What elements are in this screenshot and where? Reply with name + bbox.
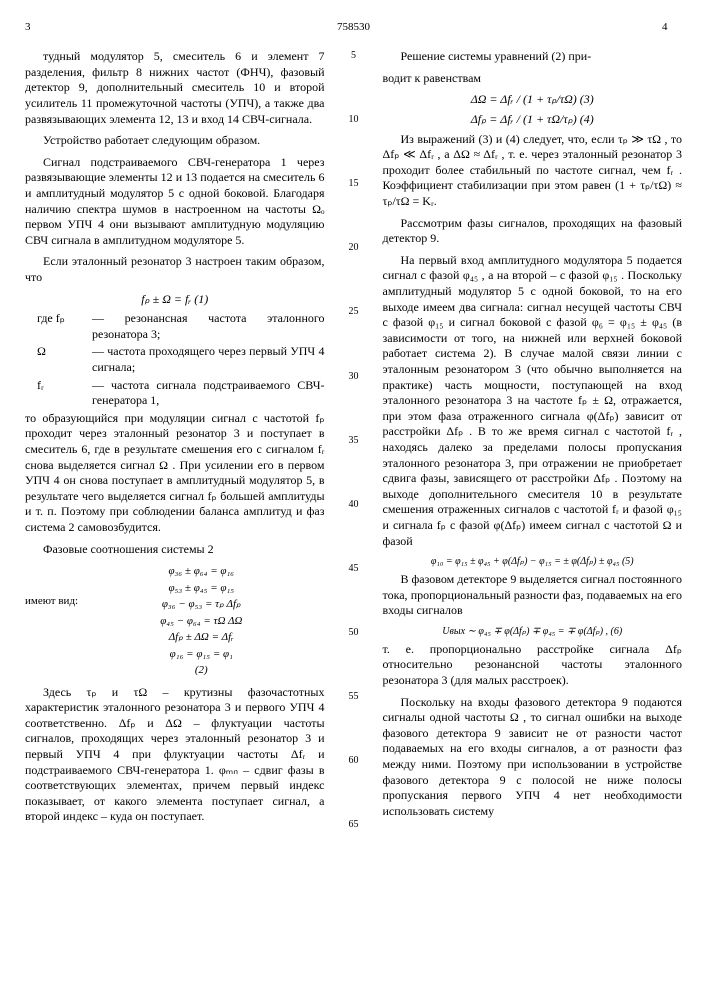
where-text: — частота проходящего через первый УПЧ 4…: [92, 344, 325, 375]
line-num: 5: [345, 49, 363, 62]
line-num: 15: [345, 177, 363, 190]
equation-5: φ₁₀ = φ₁₅ ± φ₄₅ + φ(Δfₚ) − φ₁₅ = ± φ(Δfₚ…: [383, 555, 683, 568]
text: водит к равенствам: [383, 71, 482, 85]
page-header: 3 758530 4: [25, 20, 682, 34]
line-num: 20: [345, 241, 363, 254]
content-columns: тудный модулятор 5, смеситель 6 и элемен…: [25, 49, 682, 831]
paragraph: тудный модулятор 5, смеситель 6 и элемен…: [25, 49, 325, 127]
paragraph: Устройство работает следующим образом.: [25, 133, 325, 149]
line-num: 65: [345, 818, 363, 831]
where-text: — частота сигнала подстраиваемого СВЧ-ге…: [92, 378, 325, 409]
where-definitions: где fₚ — резонансная частота эталонного …: [37, 311, 325, 409]
line-num: 45: [345, 562, 363, 575]
line-num: 60: [345, 754, 363, 767]
paragraph: В фазовом детекторе 9 выделяется сигнал …: [383, 572, 683, 619]
paragraph: Если эталонный резонатор 3 настроен таки…: [25, 254, 325, 285]
paragraph: Из выражений (3) и (4) следует, что, есл…: [383, 132, 683, 210]
line-num: 40: [345, 498, 363, 511]
where-label: fᵣ: [37, 378, 92, 409]
paragraph: Решение системы уравнений (2) при-: [383, 49, 683, 65]
where-text: — резонансная частота эталонного резонат…: [92, 311, 325, 342]
equation-2-block: имеют вид: φ₃₆ ± φ₆₄ = φ₁₆ φ₅₃ ± φ₄₅ = φ…: [25, 563, 325, 679]
line-num: 25: [345, 305, 363, 318]
paragraph: Поскольку на входы фазового детектора 9 …: [383, 695, 683, 820]
line-num: 50: [345, 626, 363, 639]
equation-1: fₚ ± Ω = fᵣ (1): [25, 292, 325, 308]
page-number-right: 4: [662, 20, 682, 34]
equation-4: Δfₚ = Δfᵣ / (1 + τΩ/τₚ) (4): [383, 112, 683, 128]
left-column: тудный модулятор 5, смеситель 6 и элемен…: [25, 49, 325, 831]
patent-number: 758530: [45, 20, 662, 34]
paragraph: Сигнал подстраиваемого СВЧ-генератора 1 …: [25, 155, 325, 249]
line-num: 10: [345, 113, 363, 126]
equation-intro: имеют вид:: [25, 593, 78, 610]
page-number-left: 3: [25, 20, 45, 34]
equation-6: Uвых ∼ φ₄₅ ∓ φ(Δfₚ) ∓ φ₄₅ = ∓ φ(Δfₚ) , (…: [383, 625, 683, 638]
line-num: 55: [345, 690, 363, 703]
line-num: 35: [345, 434, 363, 447]
where-label: где fₚ: [37, 311, 92, 342]
paragraph: Фазовые соотношения системы 2: [25, 542, 325, 558]
paragraph: т. е. пропорционально расстройке сигнала…: [383, 642, 683, 689]
equation-2: φ₃₆ ± φ₆₄ = φ₁₆ φ₅₃ ± φ₄₅ = φ₁₅ φ₃₆ − φ₅…: [160, 563, 242, 679]
equation-3: ΔΩ = Δfᵣ / (1 + τₚ/τΩ) (3): [383, 92, 683, 108]
paragraph: Рассмотрим фазы сигналов, проходящих на …: [383, 216, 683, 247]
right-column: Решение системы уравнений (2) при- водит…: [383, 49, 683, 831]
paragraph: то образующийся при модуляции сигнал с ч…: [25, 411, 325, 536]
where-label: Ω: [37, 344, 92, 375]
line-num: 30: [345, 370, 363, 383]
line-numbers: 5 10 15 20 25 30 35 40 45 50 55 60 65: [345, 49, 363, 831]
paragraph: На первый вход амплитудного модулятора 5…: [383, 253, 683, 549]
equation-intro: водит к равенствам: [383, 71, 683, 87]
paragraph: Здесь τₚ и τΩ – крутизны фазочастотных х…: [25, 685, 325, 825]
